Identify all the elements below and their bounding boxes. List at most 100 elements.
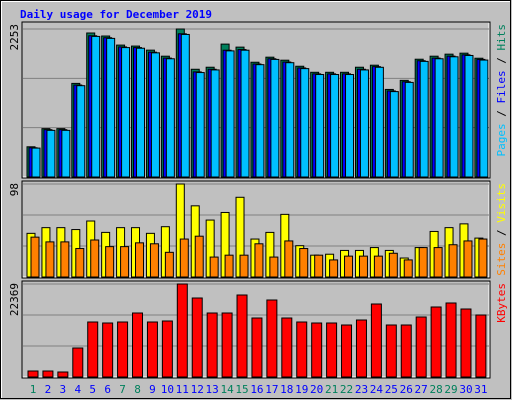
bar — [224, 254, 234, 278]
bar — [388, 252, 398, 278]
bar — [194, 235, 204, 278]
legend-separator: / — [495, 51, 508, 71]
bar — [72, 347, 84, 378]
x-tick-label: 9 — [149, 383, 156, 396]
bar — [149, 243, 159, 278]
bar — [345, 74, 355, 178]
bar — [87, 321, 99, 378]
bar — [430, 306, 442, 378]
x-tick-label: 5 — [89, 383, 96, 396]
bar — [326, 322, 338, 378]
legend-separator: / — [495, 104, 508, 124]
bar — [102, 322, 114, 378]
legend: KBytes — [495, 283, 508, 323]
bar — [311, 322, 323, 378]
x-tick-label: 12 — [191, 383, 204, 396]
x-tick-label: 23 — [355, 383, 368, 396]
x-tick-label: 1 — [30, 383, 37, 396]
bar — [314, 254, 324, 278]
y-tick-label: 22369 — [8, 283, 21, 316]
bar — [117, 321, 129, 378]
x-tick-label: 26 — [400, 383, 413, 396]
bar — [464, 54, 474, 178]
bar — [358, 255, 368, 278]
bar — [445, 302, 457, 378]
x-tick-label: 21 — [325, 383, 338, 396]
y-tick-label: 98 — [8, 183, 21, 196]
bar — [45, 241, 55, 278]
bar — [195, 72, 205, 178]
legend-entry: Visits — [495, 183, 508, 223]
bar — [105, 246, 115, 278]
bar — [296, 321, 308, 378]
bar — [150, 52, 160, 178]
bar — [418, 247, 428, 278]
bar — [254, 243, 264, 278]
bar — [30, 236, 40, 278]
bar — [315, 74, 325, 178]
x-tick-label: 19 — [295, 383, 308, 396]
x-tick-label: 28 — [429, 383, 442, 396]
bar — [269, 256, 279, 278]
bar — [240, 49, 250, 178]
legend: Pages / Files / Hits — [495, 24, 508, 157]
x-tick-label: 3 — [60, 383, 67, 396]
legend-entry: Files — [495, 70, 508, 103]
y-tick-label: 2253 — [8, 24, 21, 51]
bar — [90, 239, 100, 278]
bar — [60, 241, 70, 278]
x-tick-label: 14 — [220, 383, 234, 396]
bar — [191, 297, 203, 378]
legend-separator: / — [495, 223, 508, 243]
x-tick-label: 10 — [161, 383, 174, 396]
bar — [344, 255, 354, 278]
legend-entry: Sites — [495, 243, 508, 276]
bar — [433, 247, 443, 278]
x-tick-label: 13 — [206, 383, 219, 396]
bar — [209, 256, 219, 278]
bar — [180, 33, 190, 178]
bar — [76, 85, 86, 178]
x-tick-label: 17 — [265, 383, 278, 396]
bar — [419, 60, 429, 178]
bar — [165, 58, 175, 178]
bar — [210, 69, 220, 178]
bar — [255, 64, 265, 178]
bar — [374, 66, 384, 178]
bar — [434, 58, 444, 178]
bar — [373, 255, 383, 278]
bar — [266, 299, 278, 378]
bar — [281, 317, 293, 378]
bar — [120, 246, 130, 278]
bar — [329, 259, 339, 278]
bar — [42, 370, 54, 378]
bar — [251, 317, 263, 378]
x-tick-label: 7 — [119, 383, 126, 396]
bar — [221, 312, 233, 378]
bar — [75, 248, 85, 278]
x-tick-label: 20 — [310, 383, 323, 396]
bar — [31, 147, 41, 178]
bar — [121, 47, 131, 178]
bar — [478, 238, 488, 278]
bar — [91, 35, 101, 178]
bar — [355, 319, 367, 378]
x-tick-label: 29 — [444, 383, 457, 396]
bar — [341, 324, 353, 378]
x-tick-label: 6 — [104, 383, 111, 396]
x-tick-label: 2 — [45, 383, 52, 396]
bar — [475, 314, 487, 378]
x-tick-label: 24 — [370, 383, 384, 396]
legend-entry: Pages — [495, 123, 508, 156]
bar — [176, 283, 188, 378]
bar — [284, 240, 294, 278]
bar — [300, 68, 310, 178]
bar — [46, 129, 56, 178]
bar — [161, 320, 173, 378]
legend-entry: Hits — [495, 24, 508, 51]
bar — [27, 370, 39, 378]
